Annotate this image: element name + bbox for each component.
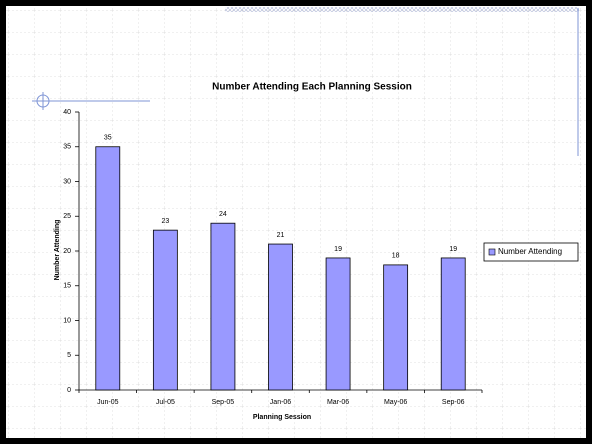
x-tick-label: Jun-05 bbox=[97, 399, 119, 406]
x-tick-label: Mar-06 bbox=[327, 399, 349, 406]
top-decoration bbox=[225, 7, 579, 12]
bar bbox=[152, 229, 178, 391]
chart-title: Number Attending Each Planning Session bbox=[212, 82, 412, 93]
data-label: 23 bbox=[161, 218, 169, 225]
bar bbox=[95, 146, 121, 391]
data-label: 19 bbox=[449, 246, 457, 253]
x-axis-label: Planning Session bbox=[253, 414, 311, 421]
x-tick-label: Sep-05 bbox=[212, 399, 235, 406]
y-tick-label: 25 bbox=[63, 213, 71, 220]
data-label: 21 bbox=[277, 232, 285, 239]
bar bbox=[383, 264, 409, 391]
y-tick-label: 10 bbox=[63, 317, 71, 324]
legend-swatch bbox=[488, 248, 496, 256]
y-tick-label: 40 bbox=[63, 109, 71, 116]
y-tick-label: 35 bbox=[63, 144, 71, 151]
data-label: 19 bbox=[334, 246, 342, 253]
bar bbox=[210, 222, 236, 391]
y-tick-label: 0 bbox=[67, 387, 71, 394]
legend-label: Number Attending bbox=[498, 247, 562, 256]
y-tick-label: 5 bbox=[67, 352, 71, 359]
data-label: 24 bbox=[219, 211, 227, 218]
y-tick-label: 15 bbox=[63, 283, 71, 290]
bar bbox=[440, 257, 466, 391]
x-tick-label: Jan-06 bbox=[270, 399, 292, 406]
legend-box bbox=[483, 242, 579, 262]
x-tick-label: Jul-05 bbox=[156, 399, 175, 406]
y-axis-label: Number Attending bbox=[54, 220, 61, 281]
legend: Number Attending bbox=[483, 242, 579, 262]
data-label: 35 bbox=[104, 135, 112, 142]
bar bbox=[268, 243, 293, 391]
y-tick-label: 20 bbox=[63, 248, 71, 255]
bar bbox=[325, 257, 351, 391]
x-tick-label: May-06 bbox=[384, 399, 407, 406]
data-label: 18 bbox=[392, 253, 400, 260]
x-tick-label: Sep-06 bbox=[442, 399, 465, 406]
slide-grid bbox=[6, 6, 586, 438]
y-tick-label: 30 bbox=[63, 178, 71, 185]
